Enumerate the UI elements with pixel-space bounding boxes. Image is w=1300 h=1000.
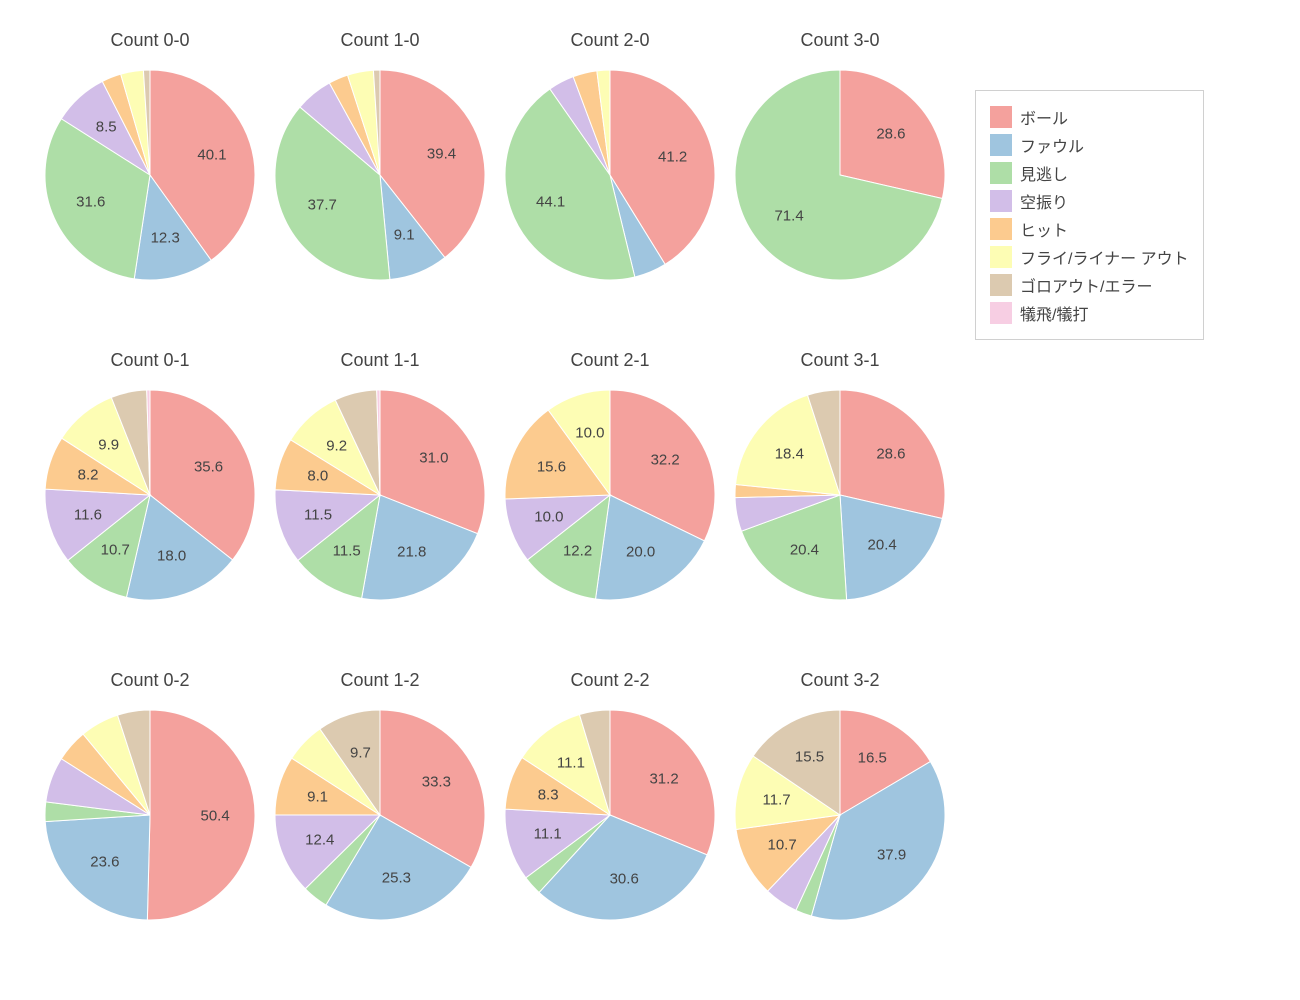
legend-swatch	[990, 134, 1012, 156]
chart-title: Count 2-2	[500, 670, 720, 691]
pie-count2-2: Count 2-231.230.611.18.311.1	[500, 670, 720, 970]
pie-svg	[270, 705, 490, 925]
pie-svg	[40, 65, 260, 285]
legend-label: 空振り	[1020, 189, 1068, 213]
chart-title: Count 3-2	[730, 670, 950, 691]
legend-label: ゴロアウト/エラー	[1020, 273, 1152, 297]
legend-label: ファウル	[1020, 133, 1084, 157]
pie-count0-1: Count 0-135.618.010.711.68.29.9	[40, 350, 260, 650]
legend-label: 見逃し	[1020, 161, 1068, 185]
pie-svg	[730, 65, 950, 285]
chart-title: Count 2-0	[500, 30, 720, 51]
pie-count1-0: Count 1-039.49.137.7	[270, 30, 490, 330]
pie-count1-1: Count 1-131.021.811.511.58.09.2	[270, 350, 490, 650]
legend-swatch	[990, 218, 1012, 240]
legend-label: ボール	[1020, 105, 1068, 129]
legend-item-flyliner: フライ/ライナー アウト	[990, 245, 1189, 269]
legend-label: フライ/ライナー アウト	[1020, 245, 1189, 269]
pie-count3-2: Count 3-216.537.910.711.715.5	[730, 670, 950, 970]
legend-item-hit: ヒット	[990, 217, 1189, 241]
legend-label: 犠飛/犠打	[1020, 301, 1088, 325]
slice-foul	[45, 815, 150, 920]
legend-item-ball: ボール	[990, 105, 1189, 129]
chart-title: Count 0-1	[40, 350, 260, 371]
legend-item-foul: ファウル	[990, 133, 1189, 157]
chart-title: Count 1-1	[270, 350, 490, 371]
chart-title: Count 0-0	[40, 30, 260, 51]
pie-svg	[270, 65, 490, 285]
legend-label: ヒット	[1020, 217, 1068, 241]
chart-title: Count 1-0	[270, 30, 490, 51]
chart-title: Count 0-2	[40, 670, 260, 691]
chart-title: Count 1-2	[270, 670, 490, 691]
pie-count2-1: Count 2-132.220.012.210.015.610.0	[500, 350, 720, 650]
legend-swatch	[990, 302, 1012, 324]
legend-swatch	[990, 106, 1012, 128]
pie-svg	[40, 385, 260, 605]
legend-item-groundout: ゴロアウト/エラー	[990, 273, 1189, 297]
pie-count1-2: Count 1-233.325.312.49.19.7	[270, 670, 490, 970]
slice-ball	[147, 710, 255, 920]
pie-svg	[730, 385, 950, 605]
legend-item-swinging: 空振り	[990, 189, 1189, 213]
legend-swatch	[990, 246, 1012, 268]
legend-swatch	[990, 190, 1012, 212]
legend-item-looking: 見逃し	[990, 161, 1189, 185]
pie-count3-1: Count 3-128.620.420.418.4	[730, 350, 950, 650]
pie-count2-0: Count 2-041.244.1	[500, 30, 720, 330]
pie-count3-0: Count 3-028.671.4	[730, 30, 950, 330]
chart-title: Count 3-0	[730, 30, 950, 51]
pie-svg	[40, 705, 260, 925]
chart-title: Count 3-1	[730, 350, 950, 371]
chart-grid: Count 0-040.112.331.68.5Count 1-039.49.1…	[0, 0, 1300, 1000]
legend-swatch	[990, 274, 1012, 296]
pie-count0-2: Count 0-250.423.6	[40, 670, 260, 970]
pie-svg	[500, 385, 720, 605]
pie-svg	[730, 705, 950, 925]
legend-swatch	[990, 162, 1012, 184]
legend: ボールファウル見逃し空振りヒットフライ/ライナー アウトゴロアウト/エラー犠飛/…	[975, 90, 1204, 340]
pie-svg	[270, 385, 490, 605]
pie-svg	[500, 65, 720, 285]
pie-svg	[500, 705, 720, 925]
pie-count0-0: Count 0-040.112.331.68.5	[40, 30, 260, 330]
legend-item-sac: 犠飛/犠打	[990, 301, 1189, 325]
chart-title: Count 2-1	[500, 350, 720, 371]
